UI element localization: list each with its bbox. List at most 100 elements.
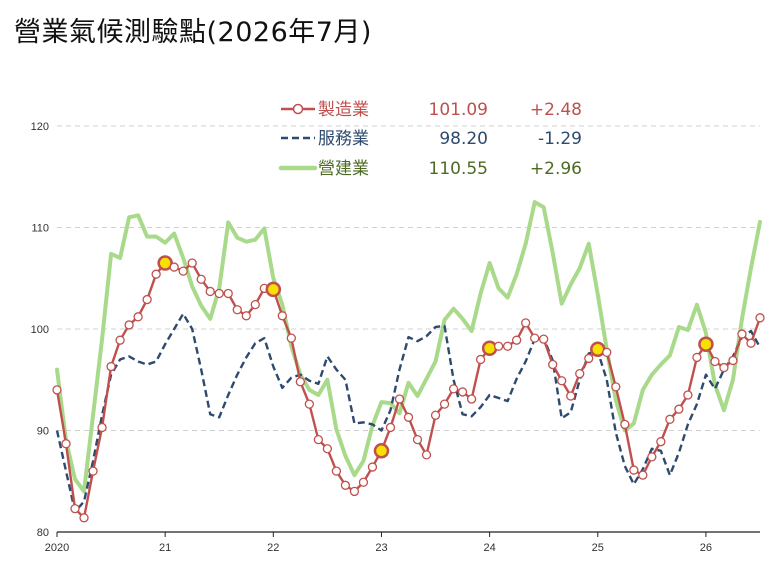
data-point-manufacturing-30 <box>322 444 333 454</box>
data-point-manufacturing-22 <box>250 299 260 310</box>
highlight-point-manufacturing-60 <box>590 341 606 358</box>
data-point-manufacturing-3 <box>79 513 89 523</box>
data-point-manufacturing-31 <box>331 466 342 476</box>
data-point-manufacturing-44 <box>448 384 459 394</box>
data-point-manufacturing-74 <box>719 362 729 373</box>
series-line-services <box>55 312 762 513</box>
legend-name-manufacturing: 製造業 <box>318 100 369 120</box>
y-tick-label-120: 120 <box>31 121 49 133</box>
data-point-manufacturing-40 <box>412 434 423 445</box>
data-point-manufacturing-70 <box>683 390 693 400</box>
legend-change-construction: +2.96 <box>530 159 582 179</box>
legend-value-manufacturing: 101.09 <box>429 100 488 120</box>
data-point-manufacturing-29 <box>313 434 324 445</box>
data-point-manufacturing-46 <box>466 394 477 404</box>
x-tick-label-25: 25 <box>592 542 604 554</box>
data-point-manufacturing-27 <box>295 377 305 387</box>
data-point-manufacturing-64 <box>629 465 639 475</box>
legend-value-construction: 110.55 <box>429 159 488 179</box>
y-axis: 80 90 100 110 120 <box>31 121 49 539</box>
legend-change-services: -1.29 <box>538 129 582 149</box>
legend: 製造業 101.09 +2.48 服務業 98.20 -1.29 營建業 110.55 +2.9… <box>278 100 582 179</box>
data-point-manufacturing-59 <box>584 353 594 364</box>
data-point-manufacturing-77 <box>746 338 756 348</box>
data-point-manufacturing-38 <box>394 394 405 404</box>
legend-marker-manufacturing <box>292 103 304 115</box>
highlight-point-manufacturing-72 <box>698 336 714 352</box>
data-point-manufacturing-19 <box>223 288 233 299</box>
data-point-manufacturing-8 <box>124 320 134 330</box>
data-point-manufacturing-32 <box>340 480 351 490</box>
data-point-manufacturing-26 <box>286 333 296 343</box>
data-point-manufacturing-51 <box>512 335 522 345</box>
data-point-manufacturing-14 <box>178 266 188 276</box>
data-point-manufacturing-42 <box>430 410 441 420</box>
data-point-manufacturing-75 <box>728 355 738 366</box>
x-tick-label-23: 23 <box>375 542 387 554</box>
data-point-manufacturing-47 <box>475 354 486 365</box>
data-point-manufacturing-68 <box>665 414 675 424</box>
y-tick-label-110: 110 <box>31 223 49 235</box>
data-point-manufacturing-18 <box>214 288 224 299</box>
data-point-manufacturing-4 <box>88 466 98 476</box>
legend-change-manufacturing: +2.48 <box>530 100 582 120</box>
data-point-manufacturing-35 <box>367 462 378 472</box>
data-point-manufacturing-16 <box>196 274 206 284</box>
data-point-manufacturing-66 <box>647 452 657 462</box>
data-point-manufacturing-49 <box>493 341 504 351</box>
data-point-manufacturing-2 <box>70 504 80 514</box>
data-point-manufacturing-33 <box>349 486 360 497</box>
data-point-manufacturing-39 <box>403 412 414 422</box>
data-point-manufacturing-71 <box>692 352 702 363</box>
data-point-manufacturing-50 <box>502 341 513 351</box>
data-point-manufacturing-5 <box>97 422 107 433</box>
legend-name-services: 服務業 <box>318 129 369 149</box>
data-point-manufacturing-41 <box>421 450 432 460</box>
data-point-manufacturing-1 <box>61 439 71 449</box>
data-point-manufacturing-62 <box>611 382 621 392</box>
series-layer <box>52 200 765 523</box>
legend-name-construction: 營建業 <box>318 159 369 179</box>
data-point-manufacturing-57 <box>566 391 576 401</box>
data-point-manufacturing-55 <box>548 359 558 370</box>
data-point-manufacturing-43 <box>439 399 450 409</box>
data-point-manufacturing-53 <box>530 333 540 343</box>
y-tick-label-90: 90 <box>37 426 49 438</box>
data-point-manufacturing-63 <box>620 419 630 430</box>
highlight-point-manufacturing-36 <box>373 443 390 459</box>
highlight-point-manufacturing-48 <box>481 340 498 357</box>
data-point-manufacturing-58 <box>575 369 585 379</box>
data-point-manufacturing-65 <box>638 470 648 480</box>
data-point-manufacturing-61 <box>602 347 612 357</box>
data-point-manufacturing-28 <box>304 399 315 409</box>
x-tick-label-26: 26 <box>700 542 712 554</box>
data-point-manufacturing-13 <box>169 262 179 272</box>
highlight-point-manufacturing-24 <box>265 281 282 298</box>
data-point-manufacturing-56 <box>557 376 567 386</box>
data-point-manufacturing-17 <box>205 286 215 297</box>
data-point-manufacturing-45 <box>457 387 468 397</box>
data-point-manufacturing-6 <box>106 361 116 372</box>
data-point-manufacturing-11 <box>151 269 161 279</box>
data-point-manufacturing-10 <box>142 294 152 305</box>
series-line-manufacturing <box>55 261 762 519</box>
y-tick-label-100: 100 <box>31 324 49 336</box>
data-point-manufacturing-20 <box>232 305 242 315</box>
data-point-manufacturing-21 <box>241 311 251 321</box>
legend-value-services: 98.20 <box>439 129 488 149</box>
data-point-manufacturing-15 <box>187 258 197 268</box>
data-point-manufacturing-67 <box>656 437 666 447</box>
data-point-manufacturing-78 <box>755 313 765 323</box>
data-point-manufacturing-34 <box>358 477 369 487</box>
highlight-point-manufacturing-12 <box>157 255 173 271</box>
data-point-manufacturing-73 <box>710 356 720 367</box>
data-point-manufacturing-76 <box>737 329 747 339</box>
page-title: 營業氣候測驗點(2026年7月) <box>14 17 372 48</box>
data-point-manufacturing-54 <box>539 334 549 344</box>
data-point-manufacturing-69 <box>674 404 684 414</box>
series-line-construction <box>55 200 762 494</box>
x-tick-label-21: 21 <box>159 542 171 554</box>
data-point-manufacturing-25 <box>277 311 287 321</box>
x-axis: 2020 21 22 23 24 25 26 <box>45 531 760 554</box>
